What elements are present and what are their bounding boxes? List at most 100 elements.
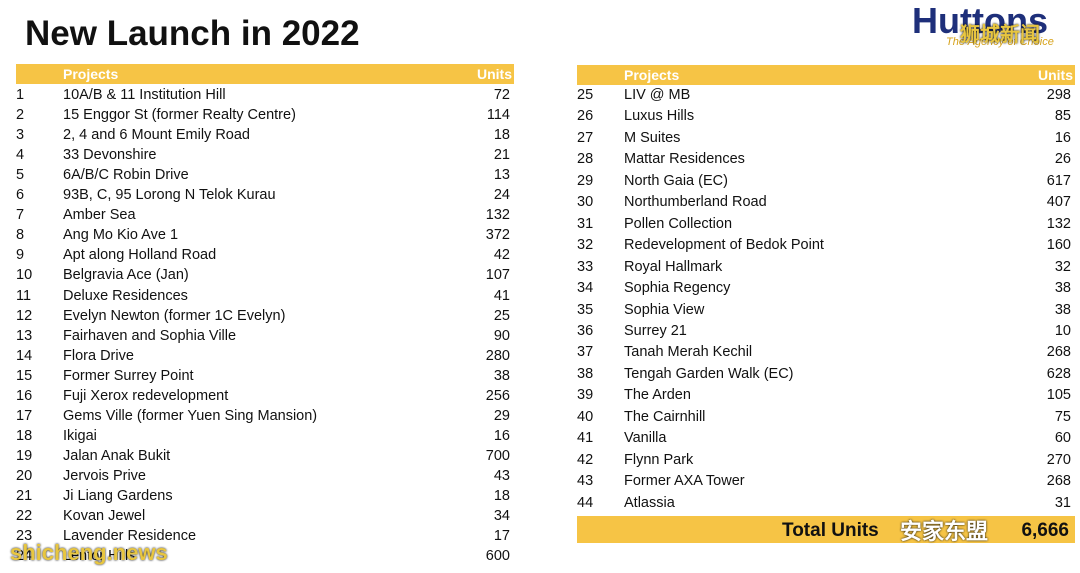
- row-number: 32: [577, 237, 594, 254]
- row-number: 31: [577, 215, 594, 232]
- row-number: 19: [16, 447, 33, 464]
- row-number: 28: [577, 151, 594, 168]
- row-number: 2: [16, 107, 25, 124]
- project-name: 93B, C, 95 Lorong N Telok Kurau: [63, 187, 276, 204]
- row-number: 8: [16, 227, 25, 244]
- row-number: 6: [16, 187, 25, 204]
- project-name: Ikigai: [63, 427, 97, 444]
- units: 13: [493, 167, 510, 184]
- row-number: 3: [16, 127, 25, 144]
- project-name: Redevelopment of Bedok Point: [624, 237, 824, 254]
- project-name: Tanah Merah Kechil: [624, 344, 753, 361]
- row-number: 29: [577, 172, 594, 189]
- units: 132: [485, 207, 510, 224]
- project-name: Pollen Collection: [624, 215, 733, 232]
- units: 41: [493, 287, 510, 304]
- table-header: Projects Units: [577, 65, 1075, 85]
- project-name: 2, 4 and 6 Mount Emily Road: [63, 127, 250, 144]
- project-name: Royal Hallmark: [624, 258, 723, 275]
- units: 85: [1054, 108, 1071, 125]
- units: 38: [1054, 301, 1071, 318]
- project-name: LIV @ MB: [624, 87, 691, 103]
- row-number: 36: [577, 322, 594, 339]
- project-name: Luxus Hills: [624, 108, 695, 125]
- project-name: The Cairnhill: [624, 408, 706, 425]
- units: 42: [493, 247, 510, 264]
- row-number: 1: [16, 87, 25, 103]
- row-number: 15: [16, 367, 33, 384]
- units: 38: [1054, 280, 1071, 297]
- project-name: 33 Devonshire: [63, 147, 157, 164]
- units: 270: [1046, 451, 1071, 468]
- table-header: Projects Units: [16, 64, 514, 84]
- logo: Huttons: [912, 0, 1048, 41]
- row-number: 17: [16, 407, 33, 424]
- tagline: The Agency of Choice: [946, 36, 1054, 48]
- units: 16: [1054, 129, 1071, 146]
- units: 256: [485, 387, 510, 404]
- row-number: 12: [16, 307, 33, 324]
- project-name: Former Surrey Point: [63, 367, 194, 384]
- project-name: Vanilla: [624, 430, 667, 447]
- column-header: Units: [1038, 67, 1073, 83]
- units: 18: [493, 488, 510, 504]
- units: 372: [485, 227, 510, 244]
- units: 407: [1046, 194, 1071, 211]
- project-name: 10A/B & 11 Institution Hill: [63, 87, 226, 103]
- row-number: 5: [16, 167, 25, 184]
- row-number: 22: [16, 508, 33, 525]
- project-name: Ang Mo Kio Ave 1: [63, 227, 179, 244]
- units: 132: [1046, 215, 1071, 232]
- watermark: 安家东盟: [900, 519, 989, 544]
- row-number: 37: [577, 344, 594, 361]
- row-number: 4: [16, 147, 25, 164]
- project-name: 6A/B/C Robin Drive: [63, 167, 189, 184]
- title: New Launch in 2022: [25, 14, 360, 53]
- units: 600: [485, 548, 510, 565]
- project-name: Amber Sea: [63, 207, 136, 224]
- units: 29: [493, 407, 510, 424]
- row-number: 10: [16, 267, 33, 284]
- units: 268: [1046, 473, 1071, 490]
- units: 43: [493, 467, 510, 484]
- units: 280: [485, 347, 510, 364]
- units: 31: [1054, 494, 1071, 511]
- units: 160: [1046, 237, 1071, 254]
- row-number: 30: [577, 194, 594, 211]
- units: 72: [493, 87, 510, 103]
- row-number: 24: [16, 548, 33, 565]
- units: 105: [1046, 387, 1071, 404]
- units: 298: [1046, 87, 1071, 103]
- project-name: 15 Enggor St (former Realty Centre): [63, 107, 296, 124]
- row-number: 14: [16, 347, 33, 364]
- units: 34: [493, 508, 510, 525]
- units: 21: [493, 147, 510, 164]
- project-name: Belgravia Ace (Jan): [63, 267, 189, 284]
- project-name: Surrey 21: [624, 322, 687, 339]
- row-number: 39: [577, 387, 594, 404]
- row-number: 11: [16, 287, 32, 304]
- project-name: Lavender Residence: [63, 528, 197, 545]
- project-name: Evelyn Newton (former 1C Evelyn): [63, 307, 286, 324]
- row-number: 42: [577, 451, 594, 468]
- units: 90: [493, 327, 510, 344]
- row-number: 26: [577, 108, 594, 125]
- project-name: Fuji Xerox redevelopment: [63, 387, 229, 404]
- row-number: 43: [577, 473, 594, 490]
- units: 24: [493, 187, 510, 204]
- project-name: Tengah Garden Walk (EC): [624, 365, 794, 382]
- row-number: 16: [16, 387, 33, 404]
- project-name: Apt along Holland Road: [63, 247, 217, 264]
- units: 60: [1054, 430, 1071, 447]
- row-number: 9: [16, 247, 25, 264]
- column-header: Projects: [624, 67, 680, 83]
- row-number: 35: [577, 301, 594, 318]
- row-number: 25: [577, 87, 594, 103]
- project-name: Sophia View: [624, 301, 705, 318]
- row-number: 23: [16, 528, 33, 545]
- project-name: M Suites: [624, 129, 681, 146]
- units: 18: [493, 127, 510, 144]
- row-number: 27: [577, 129, 594, 146]
- project-name: Deluxe Residences: [63, 287, 188, 304]
